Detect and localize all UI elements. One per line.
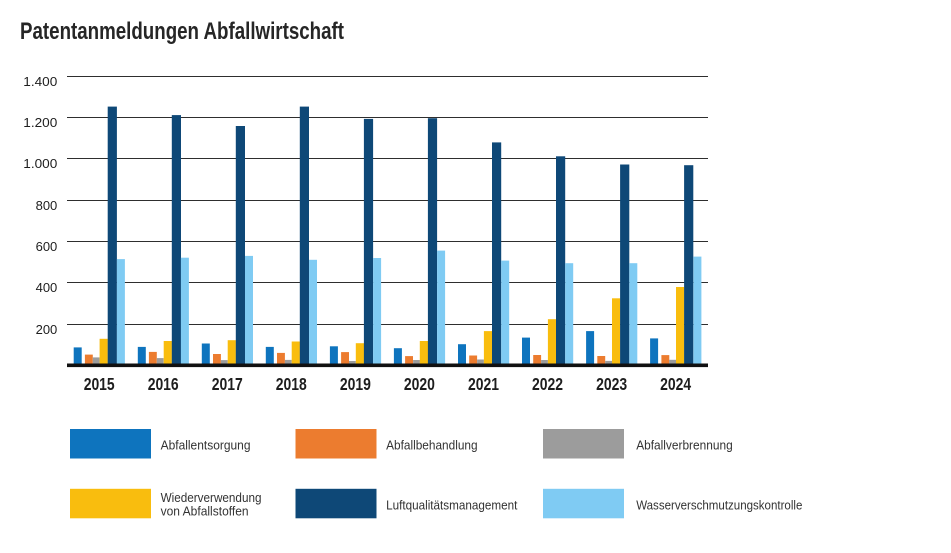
svg-text:2015: 2015 [84,374,115,394]
svg-text:2024: 2024 [660,374,691,394]
svg-text:1.400: 1.400 [23,74,57,89]
svg-text:400: 400 [36,280,58,295]
svg-text:2019: 2019 [340,374,371,394]
svg-text:Abfallbehandlung: Abfallbehandlung [386,438,478,453]
svg-text:2023: 2023 [596,374,627,394]
svg-text:Abfallverbrennung: Abfallverbrennung [636,438,733,453]
svg-text:2020: 2020 [404,374,435,394]
svg-text:2016: 2016 [148,374,179,394]
svg-text:Patentanmeldungen Abfallwirtsc: Patentanmeldungen Abfallwirtschaft [20,18,344,45]
svg-text:1.200: 1.200 [23,115,57,130]
svg-text:Abfallentsorgung: Abfallentsorgung [161,438,251,453]
svg-text:2018: 2018 [276,374,307,394]
svg-text:800: 800 [36,198,58,213]
svg-text:200: 200 [36,322,58,337]
svg-text:von Abfallstoffen: von Abfallstoffen [161,504,249,519]
svg-text:2022: 2022 [532,374,563,394]
svg-text:Luftqualitätsmanagement: Luftqualitätsmanagement [386,497,518,512]
svg-text:2021: 2021 [468,374,499,394]
svg-text:1.000: 1.000 [23,156,57,171]
svg-text:600: 600 [36,239,58,254]
svg-text:2017: 2017 [212,374,243,394]
svg-text:Wiederverwendung: Wiederverwendung [161,490,262,505]
svg-text:Wasserverschmutzungskontrolle: Wasserverschmutzungskontrolle [636,497,802,512]
